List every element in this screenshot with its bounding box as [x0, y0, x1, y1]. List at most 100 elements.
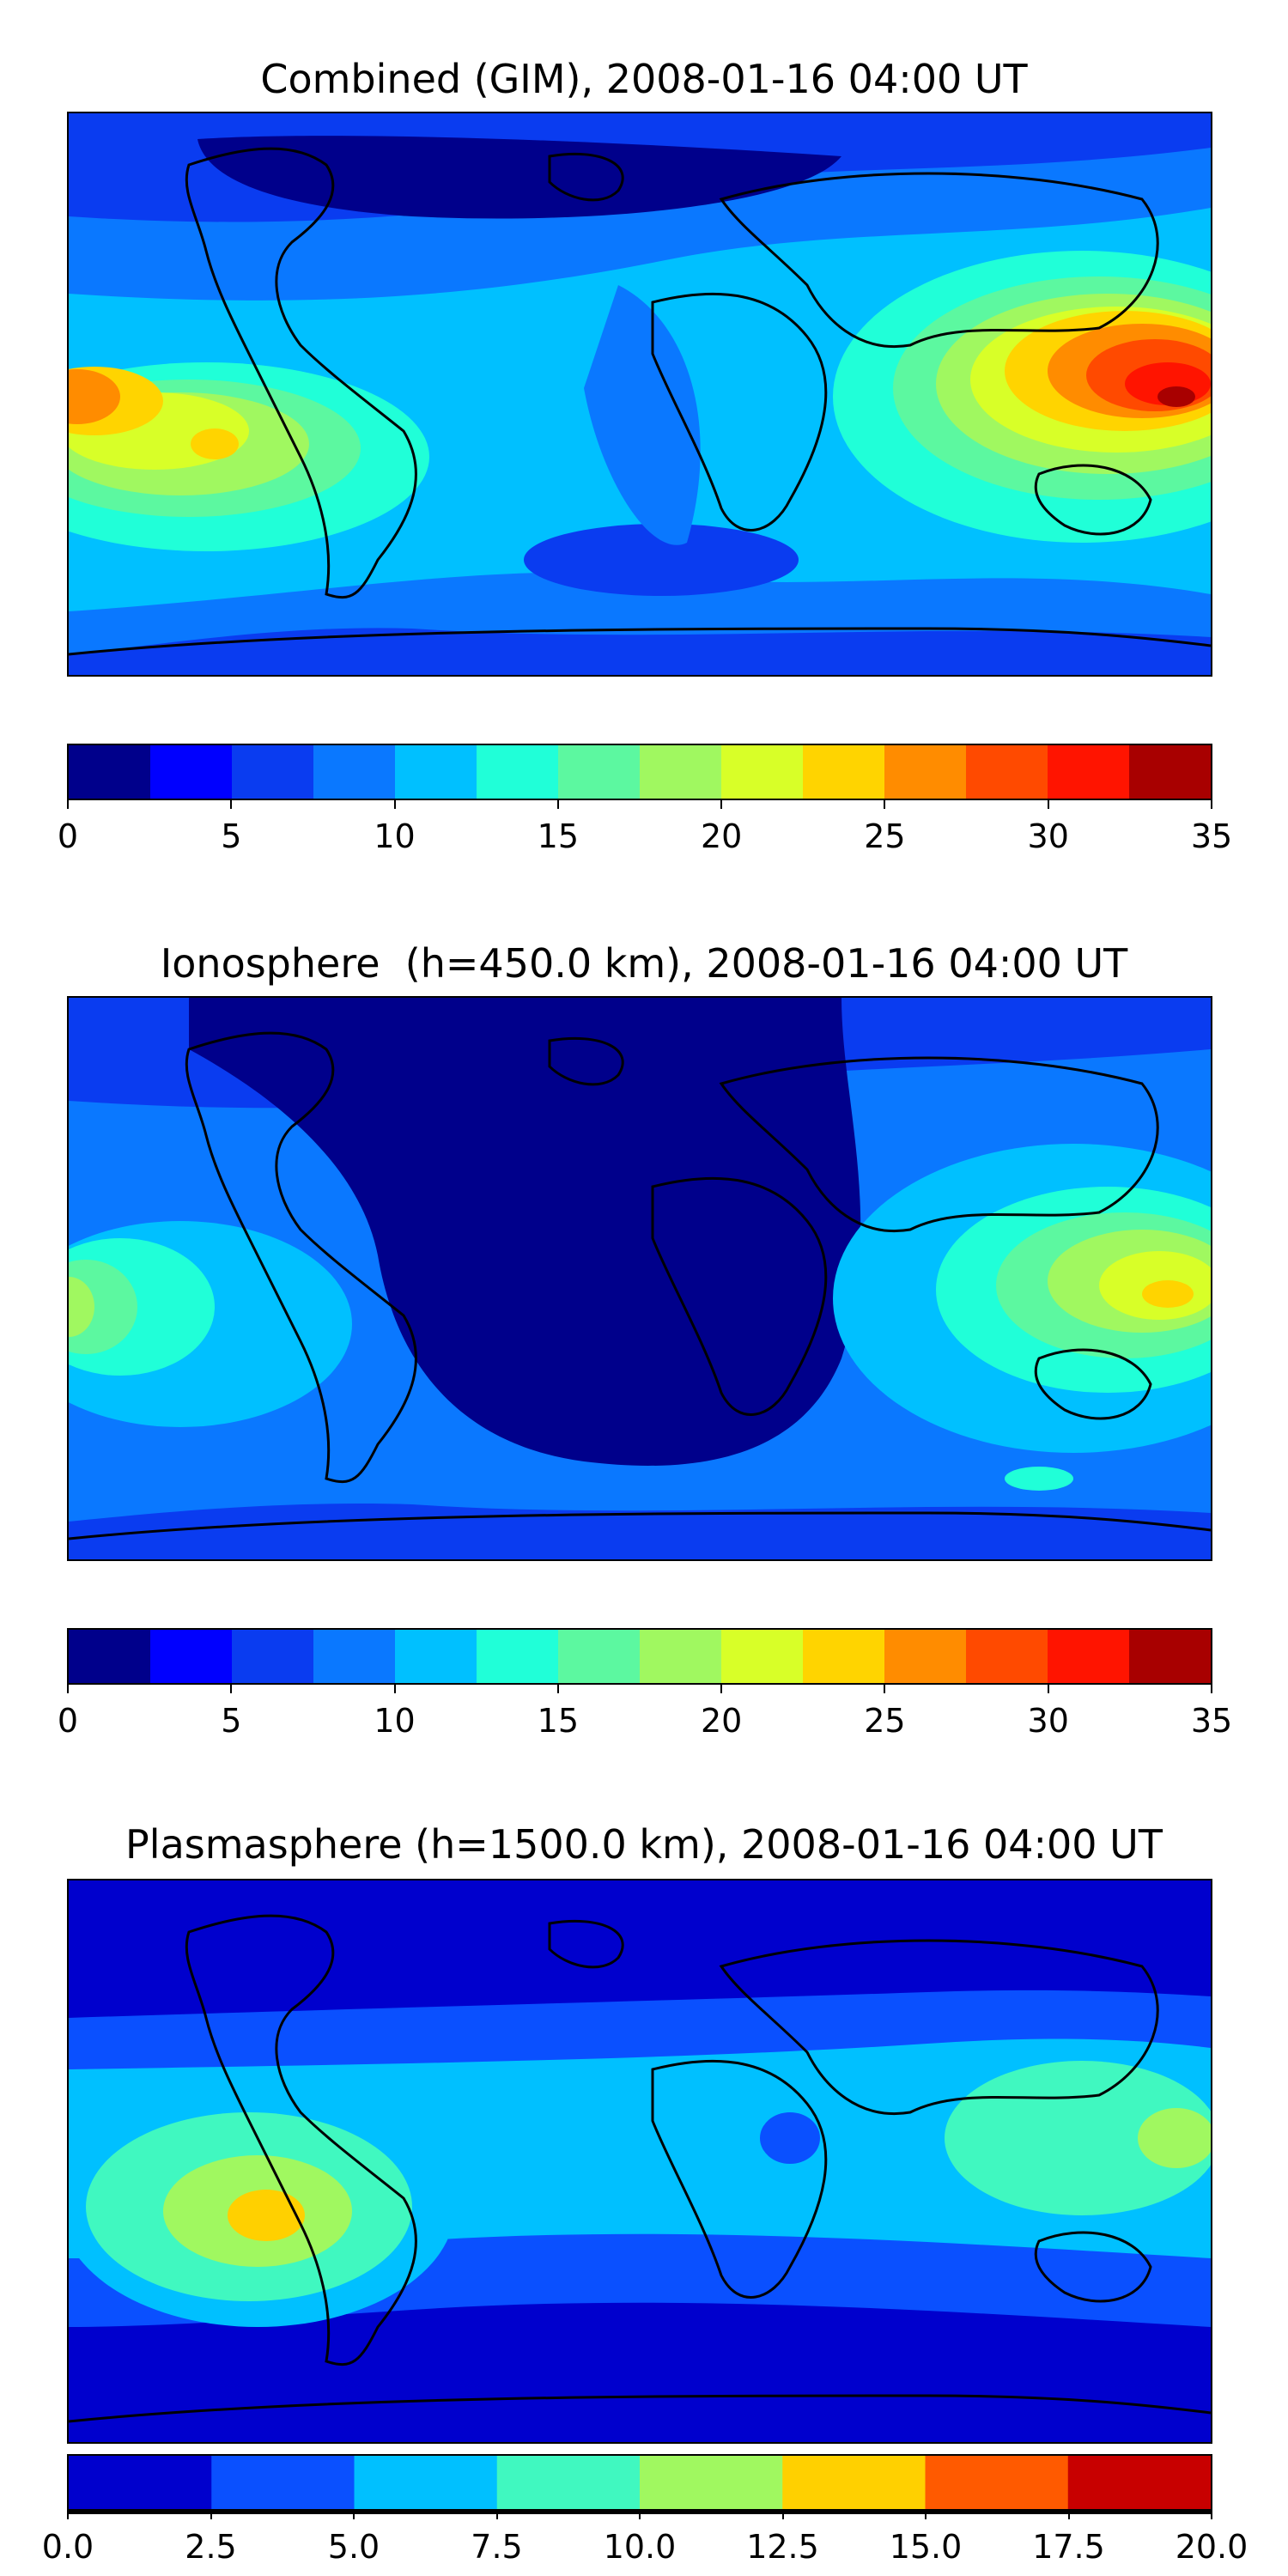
contour-band [191, 428, 239, 459]
colorbar-tick-label: 12.5 [746, 2528, 819, 2566]
colorbar-segment [477, 745, 559, 799]
colorbar-segment [884, 1630, 967, 1683]
colorbar-tick [556, 1685, 559, 1693]
colorbar-segment [966, 745, 1048, 799]
panel-title: Plasmasphere (h=1500.0 km), 2008-01-16 0… [125, 1821, 1163, 1868]
colorbar-segment [395, 1630, 477, 1683]
contour-band [760, 2112, 820, 2164]
colorbar-segment [395, 745, 477, 799]
colorbar-tick [67, 1685, 69, 1693]
africa-outline [651, 292, 828, 532]
colorbar-tick-label: 0 [57, 817, 79, 855]
colorbar-segment [640, 1630, 722, 1683]
eurasia-outline [719, 1056, 1159, 1232]
australia-outline [1034, 2231, 1152, 2303]
contour-band [69, 369, 120, 424]
contour-band [584, 285, 701, 545]
colorbar-segment [496, 2456, 641, 2509]
antarctica-outline [69, 2394, 1211, 2423]
colorbar-tick-label: 10 [374, 817, 416, 855]
colorbar-segment [1129, 745, 1211, 799]
colorbar-tick-label: 17.5 [1032, 2528, 1105, 2566]
americas-outline [185, 1914, 417, 2366]
colorbar [67, 2454, 1212, 2511]
colorbar-segment [313, 1630, 396, 1683]
colorbar-segment [150, 1630, 233, 1683]
colorbar-tick-label: 15.0 [889, 2528, 963, 2566]
colorbar-tick [1047, 1685, 1049, 1693]
colorbar-segment [640, 745, 722, 799]
colorbar-tick [639, 2511, 641, 2519]
contour-band [69, 1504, 1211, 1559]
australia-outline [1034, 464, 1152, 536]
colorbar-tick-label: 20 [700, 817, 743, 855]
colorbar-tick [781, 2511, 784, 2519]
colorbar-segment [232, 745, 314, 799]
colorbar-ticks: 0 5 10 15 20 25 30 35 [58, 1685, 1232, 1740]
colorbar-tick-label: 0.0 [41, 2528, 94, 2566]
colorbar-tick [1067, 2511, 1070, 2519]
colorbar-segment [354, 2456, 498, 2509]
colorbar-segment [313, 745, 396, 799]
colorbar-tick [556, 800, 559, 809]
tec-map-ionosphere [67, 996, 1212, 1561]
americas-outline [185, 147, 417, 599]
colorbar-tick [1211, 2511, 1212, 2519]
colorbar-ticks: 0 5 10 15 20 25 30 35 [58, 800, 1232, 855]
colorbar-tick [393, 800, 396, 809]
greenland-outline [548, 1036, 624, 1086]
colorbar-tick [67, 800, 69, 809]
colorbar-ticks: 0.0 2.5 5.0 7.5 10.0 12.5 15.0 17.5 20.0 [42, 2511, 1248, 2566]
colorbar-segment [966, 1630, 1048, 1683]
colorbar-tick-label: 5 [221, 817, 242, 855]
contour-band [69, 1277, 94, 1337]
colorbar-segment [803, 1630, 885, 1683]
colorbar-tick-label: 20 [700, 1702, 743, 1740]
africa-outline [651, 1176, 828, 1416]
colorbar-tick-label: 25 [864, 817, 906, 855]
colorbar-tick-label: 10.0 [603, 2528, 677, 2566]
antarctica-outline [69, 627, 1211, 656]
colorbar-segment [721, 745, 804, 799]
greenland-outline [548, 152, 624, 202]
colorbar-tick-label: 35 [1190, 1702, 1233, 1740]
colorbar-segment [69, 1630, 151, 1683]
contour-band [1142, 1280, 1194, 1308]
colorbar-tick [67, 2511, 69, 2519]
colorbar-segment [477, 1630, 559, 1683]
colorbar-segment [721, 1630, 804, 1683]
contour-band [189, 998, 861, 1466]
colorbar-segment [884, 745, 967, 799]
australia-outline [1034, 1348, 1152, 1420]
tec-map-combined [67, 112, 1212, 677]
contour-band [1005, 1467, 1073, 1491]
coastlines [69, 1914, 1211, 2423]
antarctica-outline [69, 1511, 1211, 1540]
colorbar-svg [69, 745, 1211, 799]
colorbar-svg [69, 2456, 1211, 2509]
colorbar-segment [69, 745, 151, 799]
colorbar-tick [1047, 800, 1049, 809]
colorbar-tick [495, 2511, 498, 2519]
greenland-outline [548, 1919, 624, 1969]
colorbar-tick-label: 25 [864, 1702, 906, 1740]
colorbar-tick [230, 1685, 233, 1693]
colorbar-tick-label: 5.0 [327, 2528, 380, 2566]
contour-band [945, 2061, 1211, 2215]
colorbar-tick-label: 15 [537, 817, 580, 855]
colorbar [67, 1628, 1212, 1685]
eurasia-outline [719, 1939, 1159, 2115]
colorbar-tick [884, 1685, 886, 1693]
colorbar-tick-label: 0 [57, 1702, 79, 1740]
colorbar-segment [558, 1630, 641, 1683]
colorbar-segment [803, 745, 885, 799]
colorbar-tick [210, 2511, 212, 2519]
colorbar-tick-label: 35 [1190, 817, 1233, 855]
colorbar-tick [884, 800, 886, 809]
colorbar-segment [1048, 1630, 1130, 1683]
colorbar [67, 744, 1212, 800]
colorbar-segment [925, 2456, 1069, 2509]
colorbar-segment [1067, 2456, 1211, 2509]
colorbar-tick [393, 1685, 396, 1693]
colorbar-segment [1129, 1630, 1211, 1683]
